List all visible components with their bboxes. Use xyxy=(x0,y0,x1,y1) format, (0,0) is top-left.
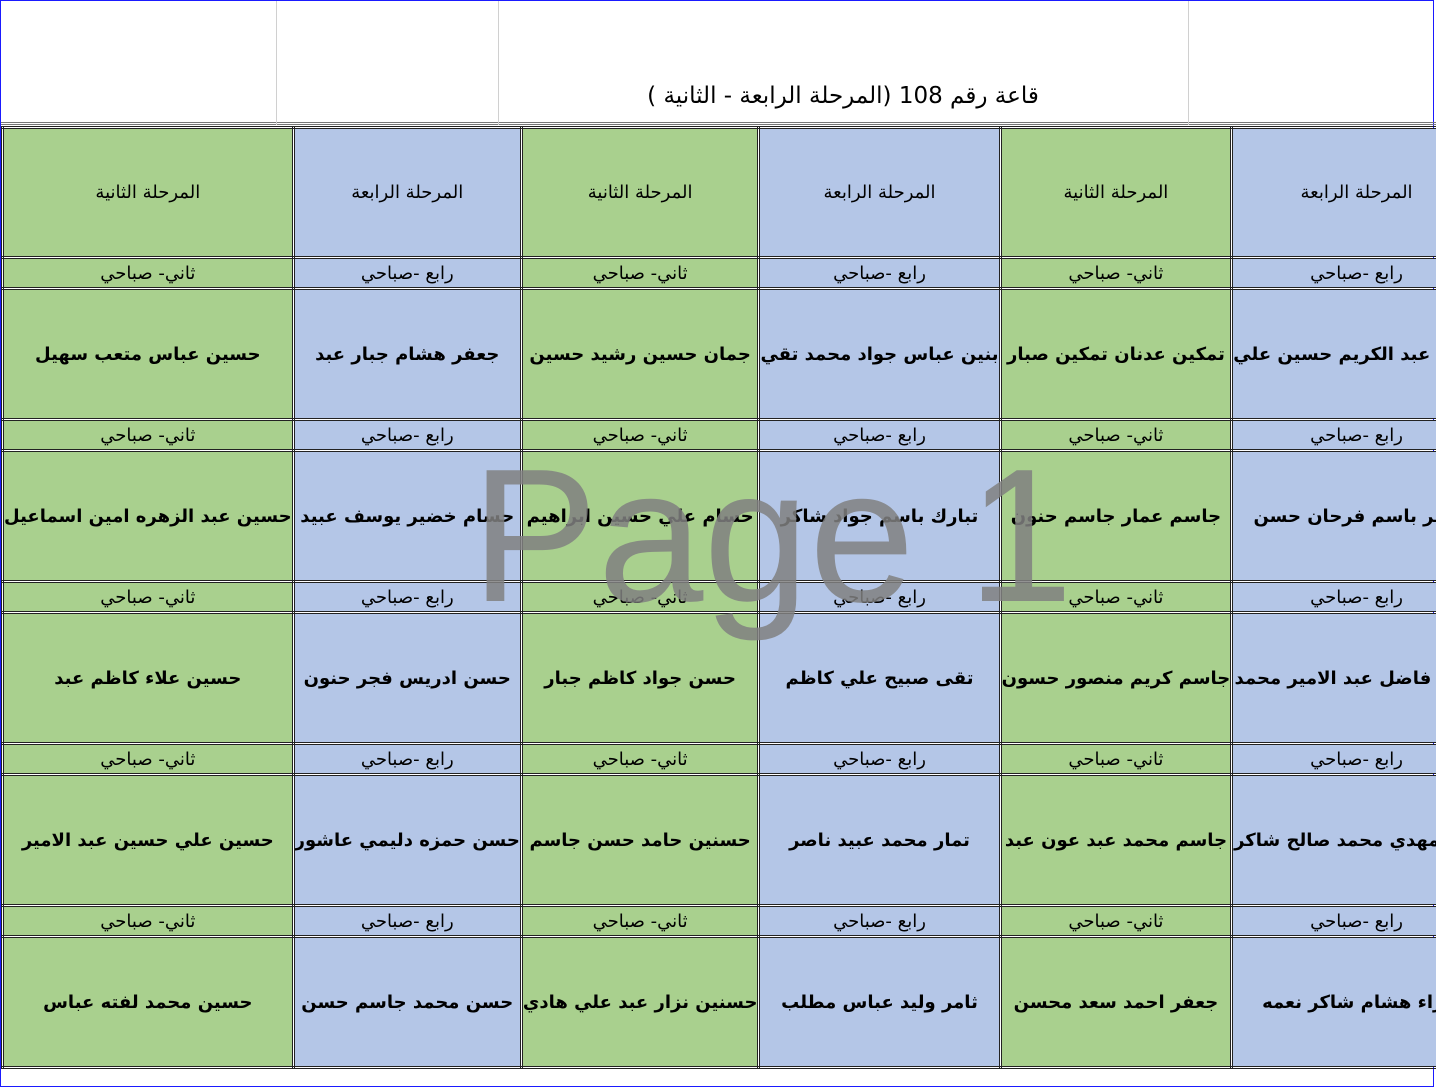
student-name-cell[interactable]: حسام خضير يوسف عبيد xyxy=(291,449,523,583)
shift-cell[interactable]: رابع -صباحي xyxy=(757,742,1002,776)
student-name-cell[interactable]: جعفر احمد سعد محسن xyxy=(998,935,1234,1069)
shift-cell[interactable]: رابع -صباحي xyxy=(291,256,523,290)
shift-cell[interactable]: ثاني- صباحي xyxy=(519,580,761,614)
student-name-cell[interactable]: تمار محمد عبيد ناصر xyxy=(757,773,1002,907)
student-name-cell[interactable]: حسن حمزه دليمي عاشور xyxy=(291,773,523,907)
shift-cell[interactable]: ثاني- صباحي xyxy=(998,904,1234,938)
seating-table: المرحلة الرابعة المرحلة الثانية المرحلة ال… xyxy=(1,126,1436,1069)
student-name-cell[interactable]: حسين علي حسين عبد الامير xyxy=(1,773,295,907)
shift-cell[interactable]: ثاني- صباحي xyxy=(519,742,761,776)
student-name-cell[interactable]: تمكين عدنان تمكين صبار xyxy=(998,287,1234,421)
student-name-cell[interactable]: باقر باسم فرحان حسن xyxy=(1230,449,1436,583)
shift-cell[interactable]: ثاني- صباحي xyxy=(1,904,295,938)
shift-cell[interactable]: رابع -صباحي xyxy=(1230,418,1436,452)
stage-header-cell[interactable]: المرحلة الرابعة xyxy=(757,126,1002,259)
student-name-cell[interactable]: جاسم محمد عبد عون عبد xyxy=(998,773,1234,907)
shift-cell[interactable]: رابع -صباحي xyxy=(1230,256,1436,290)
stage-header-cell[interactable]: المرحلة الثانية xyxy=(1,126,295,259)
shift-cell[interactable]: رابع -صباحي xyxy=(291,580,523,614)
shift-cell[interactable]: رابع -صباحي xyxy=(1230,904,1436,938)
shift-cell[interactable]: ثاني- صباحي xyxy=(1,256,295,290)
stage-header-row: المرحلة الرابعة المرحلة الثانية المرحلة ال… xyxy=(1,126,1436,259)
shift-cell[interactable]: ثاني- صباحي xyxy=(1,742,295,776)
student-name-cell[interactable]: حسين عبد الزهره امين اسماعيل xyxy=(1,449,295,583)
student-name-cell[interactable]: حسن ادريس فجر حنون xyxy=(291,611,523,745)
student-name-cell[interactable]: حسام علي حسين ابراهيم xyxy=(519,449,761,583)
shift-cell[interactable]: ثاني- صباحي xyxy=(998,580,1234,614)
shift-row: رابع -صباحي ثاني- صباحي رابع -صباحي ثاني- ص… xyxy=(1,580,1436,614)
student-name-cell[interactable]: حسنين نزار عبد علي هادي xyxy=(519,935,761,1069)
shift-cell[interactable]: ثاني- صباحي xyxy=(1,418,295,452)
shift-row: رابع -صباحي ثاني- صباحي رابع -صباحي ثاني- ص… xyxy=(1,418,1436,452)
student-name-cell[interactable]: حسنين حامد حسن جاسم xyxy=(519,773,761,907)
student-name-cell[interactable]: تقى صبيح علي كاظم xyxy=(757,611,1002,745)
shift-cell[interactable]: رابع -صباحي xyxy=(757,580,1002,614)
shift-cell[interactable]: رابع -صباحي xyxy=(291,742,523,776)
stage-header-cell[interactable]: المرحلة الرابعة xyxy=(1230,126,1436,259)
shift-cell[interactable]: ثاني- صباحي xyxy=(1,580,295,614)
student-name-cell[interactable]: ثامر وليد عباس مطلب xyxy=(757,935,1002,1069)
shift-cell[interactable]: ثاني- صباحي xyxy=(998,742,1234,776)
shift-row: رابع -صباحي ثاني- صباحي رابع -صباحي ثاني- ص… xyxy=(1,256,1436,290)
hall-title[interactable]: قاعة رقم 108 (المرحلة الرابعة - الثانية … xyxy=(647,83,1039,109)
student-name-cell[interactable]: جعفر هشام جبار عبد xyxy=(291,287,523,421)
student-name-cell[interactable]: براء هشام شاكر نعمه xyxy=(1230,935,1436,1069)
gridline xyxy=(1188,1,1189,125)
student-name-cell[interactable]: حسن محمد جاسم حسن xyxy=(291,935,523,1069)
title-row: قاعة رقم 108 (المرحلة الرابعة - الثانية … xyxy=(1,1,1436,125)
student-name-cell[interactable]: جاسم كريم منصور حسون xyxy=(998,611,1234,745)
shift-cell[interactable]: ثاني- صباحي xyxy=(998,418,1234,452)
student-name-cell[interactable]: حسن جواد كاظم جبار xyxy=(519,611,761,745)
student-name-cell[interactable]: بتول فاضل عبد الامير محمد xyxy=(1230,611,1436,745)
shift-cell[interactable]: رابع -صباحي xyxy=(291,418,523,452)
student-name-cell[interactable]: جمان حسين رشيد حسين xyxy=(519,287,761,421)
shift-cell[interactable]: ثاني- صباحي xyxy=(998,256,1234,290)
shift-cell[interactable]: رابع -صباحي xyxy=(291,904,523,938)
student-name-cell[interactable]: بنين عباس جواد محمد تقي xyxy=(757,287,1002,421)
shift-cell[interactable]: ثاني- صباحي xyxy=(519,256,761,290)
shift-cell[interactable]: رابع -صباحي xyxy=(757,418,1002,452)
shift-cell[interactable]: رابع -صباحي xyxy=(757,904,1002,938)
shift-cell[interactable]: ثاني- صباحي xyxy=(519,904,761,938)
stage-header-cell[interactable]: المرحلة الثانية xyxy=(998,126,1234,259)
student-name-cell[interactable]: حسين محمد لفته عباس xyxy=(1,935,295,1069)
student-name-cell[interactable]: جاسم عمار جاسم حنون xyxy=(998,449,1234,583)
student-name-cell[interactable]: تبارك باسم جواد شاكر xyxy=(757,449,1002,583)
gridline xyxy=(276,1,277,125)
student-name-cell[interactable]: براء مهدي محمد صالح شاكر xyxy=(1230,773,1436,907)
student-name-cell[interactable]: أريام عبد الكريم حسين علي xyxy=(1230,287,1436,421)
gridline xyxy=(498,1,499,125)
student-row: براء هشام شاكر نعمه جعفر احمد سعد محسن ثام… xyxy=(1,935,1436,1069)
shift-cell[interactable]: رابع -صباحي xyxy=(1230,580,1436,614)
student-name-cell[interactable]: حسين عباس متعب سهيل xyxy=(1,287,295,421)
shift-row: رابع -صباحي ثاني- صباحي رابع -صباحي ثاني- ص… xyxy=(1,742,1436,776)
stage-header-cell[interactable]: المرحلة الثانية xyxy=(519,126,761,259)
shift-cell[interactable]: رابع -صباحي xyxy=(757,256,1002,290)
shift-cell[interactable]: رابع -صباحي xyxy=(1230,742,1436,776)
stage-header-cell[interactable]: المرحلة الرابعة xyxy=(291,126,523,259)
shift-cell[interactable]: ثاني- صباحي xyxy=(519,418,761,452)
shift-row: رابع -صباحي ثاني- صباحي رابع -صباحي ثاني- ص… xyxy=(1,904,1436,938)
student-name-cell[interactable]: حسين علاء كاظم عبد xyxy=(1,611,295,745)
